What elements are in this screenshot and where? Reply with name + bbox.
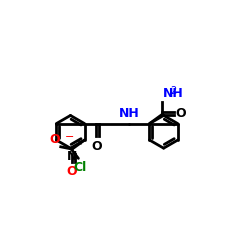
Text: −: − [65, 132, 74, 142]
Text: N: N [67, 150, 77, 163]
Text: NH: NH [119, 106, 140, 120]
Text: 2: 2 [170, 86, 176, 96]
Text: NH: NH [163, 87, 184, 100]
Text: O: O [176, 107, 186, 120]
Text: +: + [76, 137, 84, 147]
Text: O: O [91, 140, 102, 153]
Text: Cl: Cl [73, 161, 86, 174]
Text: O: O [67, 165, 78, 178]
Text: O: O [49, 133, 60, 146]
